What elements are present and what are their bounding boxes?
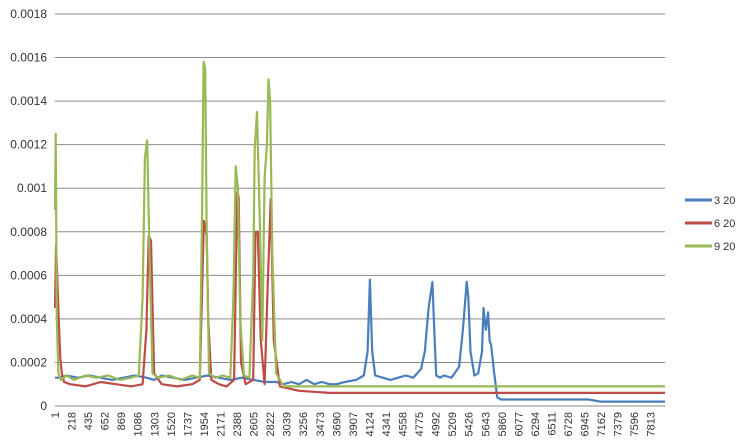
x-tick-label: 2822 — [265, 412, 277, 436]
y-tick-label: 0.0002 — [10, 355, 47, 369]
y-tick-label: 0.0008 — [10, 225, 47, 239]
y-tick-label: 0.0004 — [10, 312, 47, 326]
plot-area — [53, 60, 665, 403]
y-tick-label: 0.0006 — [10, 268, 47, 282]
x-tick-label: 2388 — [232, 412, 244, 436]
x-tick-label: 7596 — [629, 412, 641, 436]
y-tick-label: 0.0018 — [10, 7, 47, 21]
x-tick-label: 5860 — [497, 412, 509, 436]
legend-label: 6 20 — [714, 218, 735, 230]
x-tick-label: 218 — [67, 412, 79, 430]
x-tick-label: 4341 — [381, 412, 393, 436]
x-tick-label: 1086 — [133, 412, 145, 436]
x-tick-label: 435 — [83, 412, 95, 430]
x-tick-label: 6077 — [513, 412, 525, 436]
x-tick-label: 2605 — [249, 412, 261, 436]
x-tick-label: 4775 — [414, 412, 426, 436]
x-tick-label: 4558 — [398, 412, 410, 436]
x-tick-label: 3039 — [282, 412, 294, 436]
x-tick-label: 869 — [116, 412, 128, 430]
x-tick-label: 7162 — [596, 412, 608, 436]
x-tick-label: 6511 — [546, 412, 558, 436]
x-tick-label: 1 — [50, 412, 62, 418]
x-tick-label: 5209 — [447, 412, 459, 436]
x-tick-label: 5643 — [480, 412, 492, 436]
x-tick-label: 6945 — [580, 412, 592, 436]
x-axis-tick-labels: 1 218 435 652 869 1086 1303 1520 1737 1954 2171 238… — [50, 412, 658, 436]
x-tick-label: 2171 — [216, 412, 228, 436]
legend-label: 3 20 — [714, 195, 735, 207]
x-tick-label: 652 — [100, 412, 112, 430]
y-axis-tick-labels: 0 0.0002 0.0004 0.0006 0.0008 0.001 0.0012 0.00… — [10, 7, 47, 413]
y-tick-label: 0.0012 — [10, 138, 47, 152]
x-tick-label: 1737 — [182, 412, 194, 436]
x-tick-label: 7813 — [646, 412, 658, 436]
x-tick-label: 7379 — [613, 412, 625, 436]
x-tick-label: 1954 — [199, 412, 211, 436]
x-tick-label: 4992 — [431, 412, 443, 436]
y-tick-label: 0 — [40, 399, 47, 413]
x-tick-label: 3256 — [298, 412, 310, 436]
x-tick-label: 3690 — [331, 412, 343, 436]
gridlines — [55, 13, 665, 363]
x-tick-label: 1520 — [166, 412, 178, 436]
x-tick-label: 1303 — [149, 412, 161, 436]
series-line-3 — [53, 60, 665, 388]
y-tick-label: 0.0014 — [10, 94, 47, 108]
y-tick-label: 0.001 — [17, 181, 47, 195]
x-tick-label: 5426 — [464, 412, 476, 436]
legend-label: 9 20 — [714, 241, 735, 253]
series-line-2 — [53, 191, 665, 394]
x-tick-label: 6294 — [530, 412, 542, 436]
x-tick-label: 6728 — [563, 412, 575, 436]
x-tick-label: 3473 — [315, 412, 327, 436]
y-tick-label: 0.0016 — [10, 51, 47, 65]
x-tick-label: 4124 — [364, 412, 376, 436]
x-tick-label: 3907 — [348, 412, 360, 436]
legend: 3 20 6 20 9 20 — [685, 195, 735, 253]
